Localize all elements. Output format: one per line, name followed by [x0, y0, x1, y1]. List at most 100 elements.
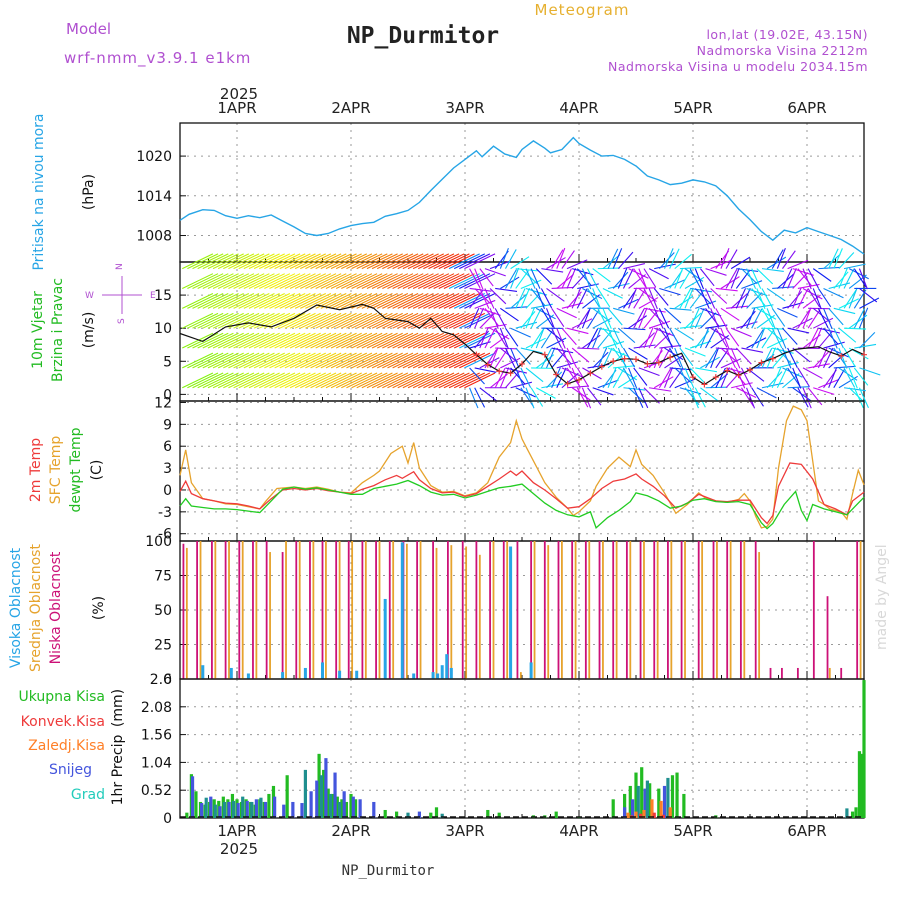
- wind-arrow: [833, 365, 856, 369]
- wind-arrow: [597, 308, 609, 329]
- wind-arrow: [705, 328, 717, 349]
- wind-arrow: [346, 312, 378, 329]
- cloud-bar: [758, 552, 761, 679]
- y-tick-label: 2.6: [150, 672, 172, 688]
- wind-arrow: [351, 352, 383, 369]
- wind-arrow: [233, 312, 265, 329]
- wind-arrow: [202, 352, 234, 369]
- wind-arrow: [248, 293, 280, 309]
- wind-arrow: [823, 287, 844, 299]
- y-tick-label: 5: [163, 354, 172, 370]
- wind-arrow: [300, 273, 332, 289]
- wind-arrow: [843, 289, 857, 309]
- wind-arrow: [474, 299, 496, 309]
- cloud-bar: [338, 670, 342, 679]
- wind-arrow: [622, 268, 634, 289]
- wind-arrow: [300, 372, 332, 389]
- wind-arrow: [535, 268, 553, 285]
- wind-arrow: [479, 357, 500, 369]
- wind-arrow: [705, 268, 727, 276]
- wind-gust-marker: [724, 367, 731, 374]
- wind-arrow: [320, 372, 352, 389]
- wind-arrow: [264, 332, 296, 349]
- wind-arrow: [274, 293, 306, 309]
- wind-arrow: [402, 293, 434, 309]
- precip-bar: [331, 793, 335, 818]
- wind-arrow: [654, 327, 675, 337]
- wind-arrow: [766, 256, 787, 270]
- wind-arrow: [269, 253, 301, 270]
- wind-arrow: [484, 268, 506, 277]
- wind-arrow: [253, 273, 285, 289]
- y-tick-label: 2.08: [141, 700, 172, 716]
- wind-arrow: [438, 253, 470, 270]
- precip-bar: [317, 753, 321, 818]
- wind-arrow: [402, 372, 434, 389]
- cloud-bar: [519, 672, 522, 679]
- wind-gust-marker: [564, 380, 571, 387]
- wind-arrow: [725, 249, 738, 269]
- wind-arrow: [330, 372, 362, 389]
- wind-arrow: [284, 352, 316, 369]
- wind-arrow: [310, 273, 342, 289]
- wind-arrow: [761, 308, 774, 328]
- wind-arrow: [284, 312, 316, 329]
- wind-arrow: [289, 293, 321, 309]
- precip-bar: [440, 813, 444, 818]
- wind-arrow: [515, 387, 536, 398]
- wind-arrow: [525, 287, 548, 296]
- wind-arrow: [279, 352, 311, 369]
- wind-arrow: [756, 327, 766, 349]
- wind-arrow: [576, 387, 589, 408]
- chart-title: NP_Durmitor: [347, 23, 499, 49]
- wind-arrow: [366, 352, 398, 369]
- cloud-bar: [281, 672, 285, 679]
- wind-arrow: [694, 268, 705, 290]
- day-label-bottom: 2APR: [331, 822, 370, 840]
- wind-arrow: [566, 327, 589, 335]
- wind-arrow: [315, 312, 347, 329]
- wind-arrow: [428, 253, 460, 270]
- wind-arrow: [556, 347, 572, 365]
- wind-arrow: [649, 387, 671, 392]
- cloud-bar: [754, 541, 757, 679]
- wind-arrow: [853, 387, 864, 409]
- wind-arrow: [351, 273, 383, 289]
- precip-bar: [324, 758, 328, 818]
- wind-arrow: [843, 263, 866, 270]
- wind-arrow: [382, 293, 414, 309]
- wind-arrow: [453, 332, 486, 349]
- precip-bar: [611, 799, 615, 818]
- wind-arrow: [658, 252, 675, 269]
- wind-arrow: [294, 332, 326, 349]
- wind-arrow: [412, 293, 444, 309]
- wind-panel: 0 5 10 15: [154, 247, 881, 409]
- wind-arrow: [453, 352, 486, 369]
- precip-bar: [417, 811, 421, 818]
- wind-arrow: [325, 352, 357, 369]
- wind-arrow: [187, 273, 219, 289]
- precip-axis-label: 1hr Precip: [110, 735, 126, 806]
- wind-arrow: [551, 308, 565, 327]
- cloud-bar: [697, 541, 700, 679]
- precip-bar: [634, 811, 638, 818]
- wind-arrow: [592, 387, 614, 396]
- precip-bar: [628, 785, 632, 818]
- wind-arrow: [228, 253, 260, 270]
- day-label-top: 5APR: [673, 99, 712, 117]
- precip-legend-total: Ukupna Kisa: [18, 689, 105, 705]
- wind-arrow: [622, 367, 635, 388]
- wind-arrow: [833, 327, 844, 349]
- wind-arrow: [207, 352, 239, 369]
- wind-arrow: [392, 372, 424, 389]
- wind-arrow: [684, 347, 706, 357]
- cloud-bar: [228, 541, 230, 679]
- precip-bar: [860, 753, 864, 818]
- wind-arrow: [658, 368, 672, 389]
- wind-arrow: [587, 387, 602, 406]
- precip-unit: (mm): [110, 689, 126, 727]
- wind-arrow: [489, 260, 511, 270]
- cloud-bar: [557, 541, 560, 679]
- wind-arrow: [192, 332, 224, 349]
- wind-arrow: [330, 253, 362, 270]
